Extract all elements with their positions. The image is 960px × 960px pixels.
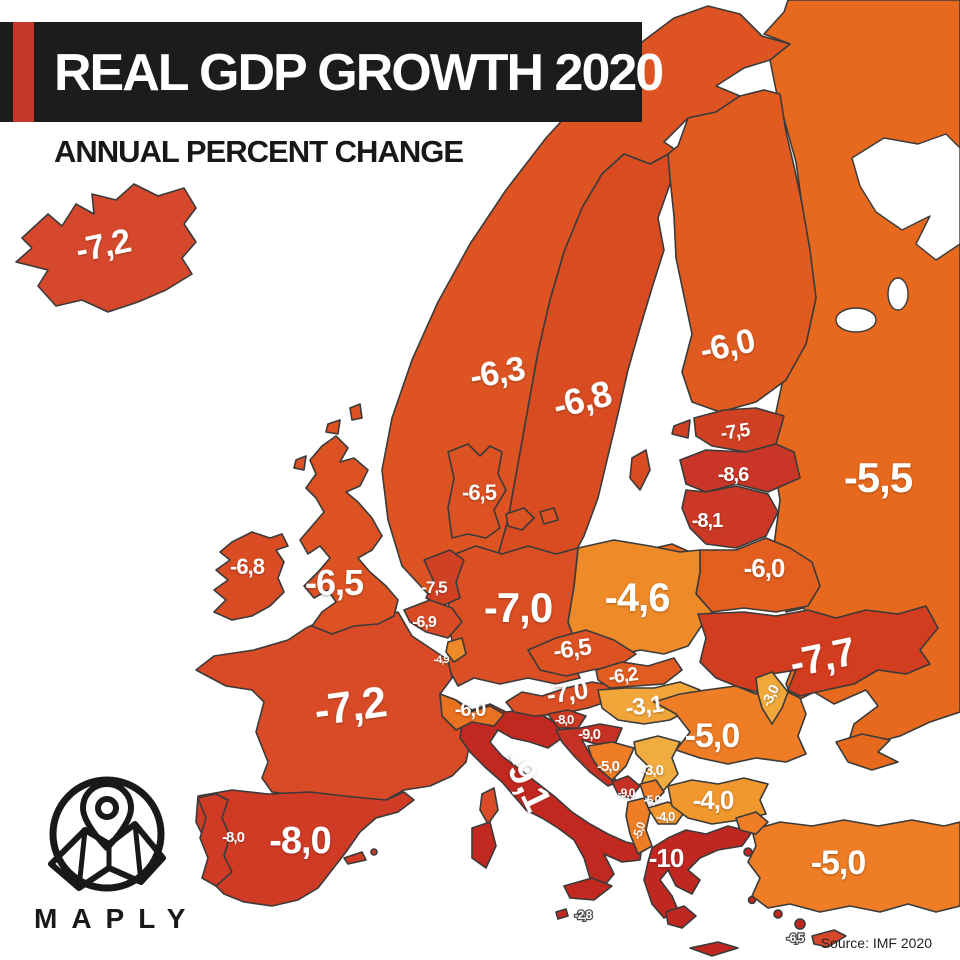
source-attribution: Source: IMF 2020 — [821, 935, 932, 951]
label-turkey: -5,0 — [811, 844, 866, 882]
label-montenegro: -9,0 — [618, 786, 636, 800]
label-croatia: -9,0 — [578, 726, 601, 743]
label-cyprus: -6,5 — [787, 931, 805, 945]
label-switzerland: -6,0 — [455, 699, 486, 721]
maply-logo-icon — [48, 776, 166, 892]
label-latvia: -8,6 — [718, 464, 749, 486]
country-switzerland — [439, 693, 505, 731]
country-latvia — [679, 443, 801, 493]
island-hebrides — [293, 455, 307, 471]
label-france: -7,2 — [311, 677, 389, 736]
country-iceland — [15, 183, 197, 313]
page-subtitle: ANNUAL PERCENT CHANGE — [54, 134, 463, 169]
country-slovenia — [547, 709, 587, 729]
island-gotland — [629, 449, 651, 491]
label-belgium: -6,9 — [412, 614, 437, 631]
label-czechia: -6,5 — [552, 633, 593, 665]
label-spain: -8,0 — [269, 820, 330, 862]
country-cyprus — [811, 929, 847, 948]
country-ireland — [213, 531, 289, 621]
label-estonia: -7,5 — [719, 420, 752, 445]
accent-stripe — [13, 22, 34, 122]
title-banner — [0, 22, 642, 122]
country-slovakia — [595, 657, 683, 689]
label-denmark: -6,5 — [462, 480, 497, 505]
page-title: REAL GDP GROWTH 2020 — [54, 44, 662, 102]
label-lithuania: -8,1 — [692, 510, 723, 532]
label-slovenia: -8,0 — [555, 712, 574, 727]
country-denmark — [447, 443, 507, 539]
island-zealand — [505, 507, 535, 531]
brand-name: MAPLY — [34, 903, 199, 934]
label-germany: -7,0 — [484, 584, 552, 631]
country-netherlands — [423, 549, 465, 607]
country-bosnia — [587, 741, 635, 781]
label-north-macedonia: -4,0 — [656, 809, 675, 824]
white-sea-shape — [851, 133, 960, 261]
island-crete — [689, 941, 739, 957]
island-sardinia — [471, 821, 497, 869]
island-aegean-4 — [773, 909, 783, 919]
label-serbia: -3,0 — [641, 762, 664, 779]
country-uk — [299, 435, 399, 635]
island-orkney — [325, 419, 341, 435]
island-sicily — [563, 877, 613, 901]
country-portugal — [197, 793, 233, 887]
label-slovakia: -6,2 — [607, 664, 639, 689]
country-malta — [555, 908, 569, 920]
label-albania: -5,0 — [630, 820, 649, 841]
island-corsica — [479, 787, 499, 825]
label-russia: -5,5 — [844, 454, 913, 501]
country-greece — [643, 825, 753, 919]
country-lithuania — [681, 485, 779, 549]
label-netherlands: -7,5 — [421, 578, 447, 597]
island-funen — [539, 507, 559, 525]
country-moldova — [755, 671, 789, 725]
label-norway: -6,3 — [467, 350, 527, 397]
island-saaremaa — [671, 419, 691, 439]
label-malta: -2,8 — [575, 908, 593, 922]
island-menorca — [370, 848, 378, 856]
country-albania — [625, 797, 653, 855]
label-portugal: -8,0 — [222, 829, 245, 846]
country-belgium — [403, 599, 463, 639]
label-poland: -4,6 — [605, 576, 670, 620]
lake-ladoga-shape — [835, 307, 877, 333]
country-luxembourg — [445, 637, 467, 663]
island-aegean-1 — [743, 847, 753, 857]
country-montenegro — [611, 775, 641, 799]
country-finland — [667, 89, 817, 413]
region-peloponnese — [665, 905, 697, 929]
label-ireland: -6,8 — [230, 554, 265, 579]
lake-onega-shape — [887, 277, 909, 311]
country-turkey — [747, 819, 960, 913]
country-czechia — [527, 629, 637, 677]
label-greece: -10 — [649, 843, 684, 873]
label-hungary: -3,1 — [624, 690, 665, 722]
label-kosovo: -5,0 — [644, 793, 662, 807]
region-crimea — [835, 733, 899, 771]
island-rhodes — [794, 918, 806, 930]
label-romania: -5,0 — [685, 717, 740, 755]
country-bulgaria — [667, 777, 769, 825]
island-mallorca — [343, 851, 367, 865]
region-turkey-thrace — [735, 811, 769, 835]
island-shetland — [349, 403, 363, 421]
label-uk: -6,5 — [305, 562, 364, 603]
label-austria: -7,0 — [545, 674, 590, 709]
country-kosovo — [639, 779, 665, 803]
label-belarus: -6,0 — [744, 553, 785, 583]
label-bulgaria: -4,0 — [693, 785, 734, 815]
label-luxembourg: -4,9 — [434, 654, 450, 666]
label-bosnia: -5,0 — [597, 758, 620, 775]
